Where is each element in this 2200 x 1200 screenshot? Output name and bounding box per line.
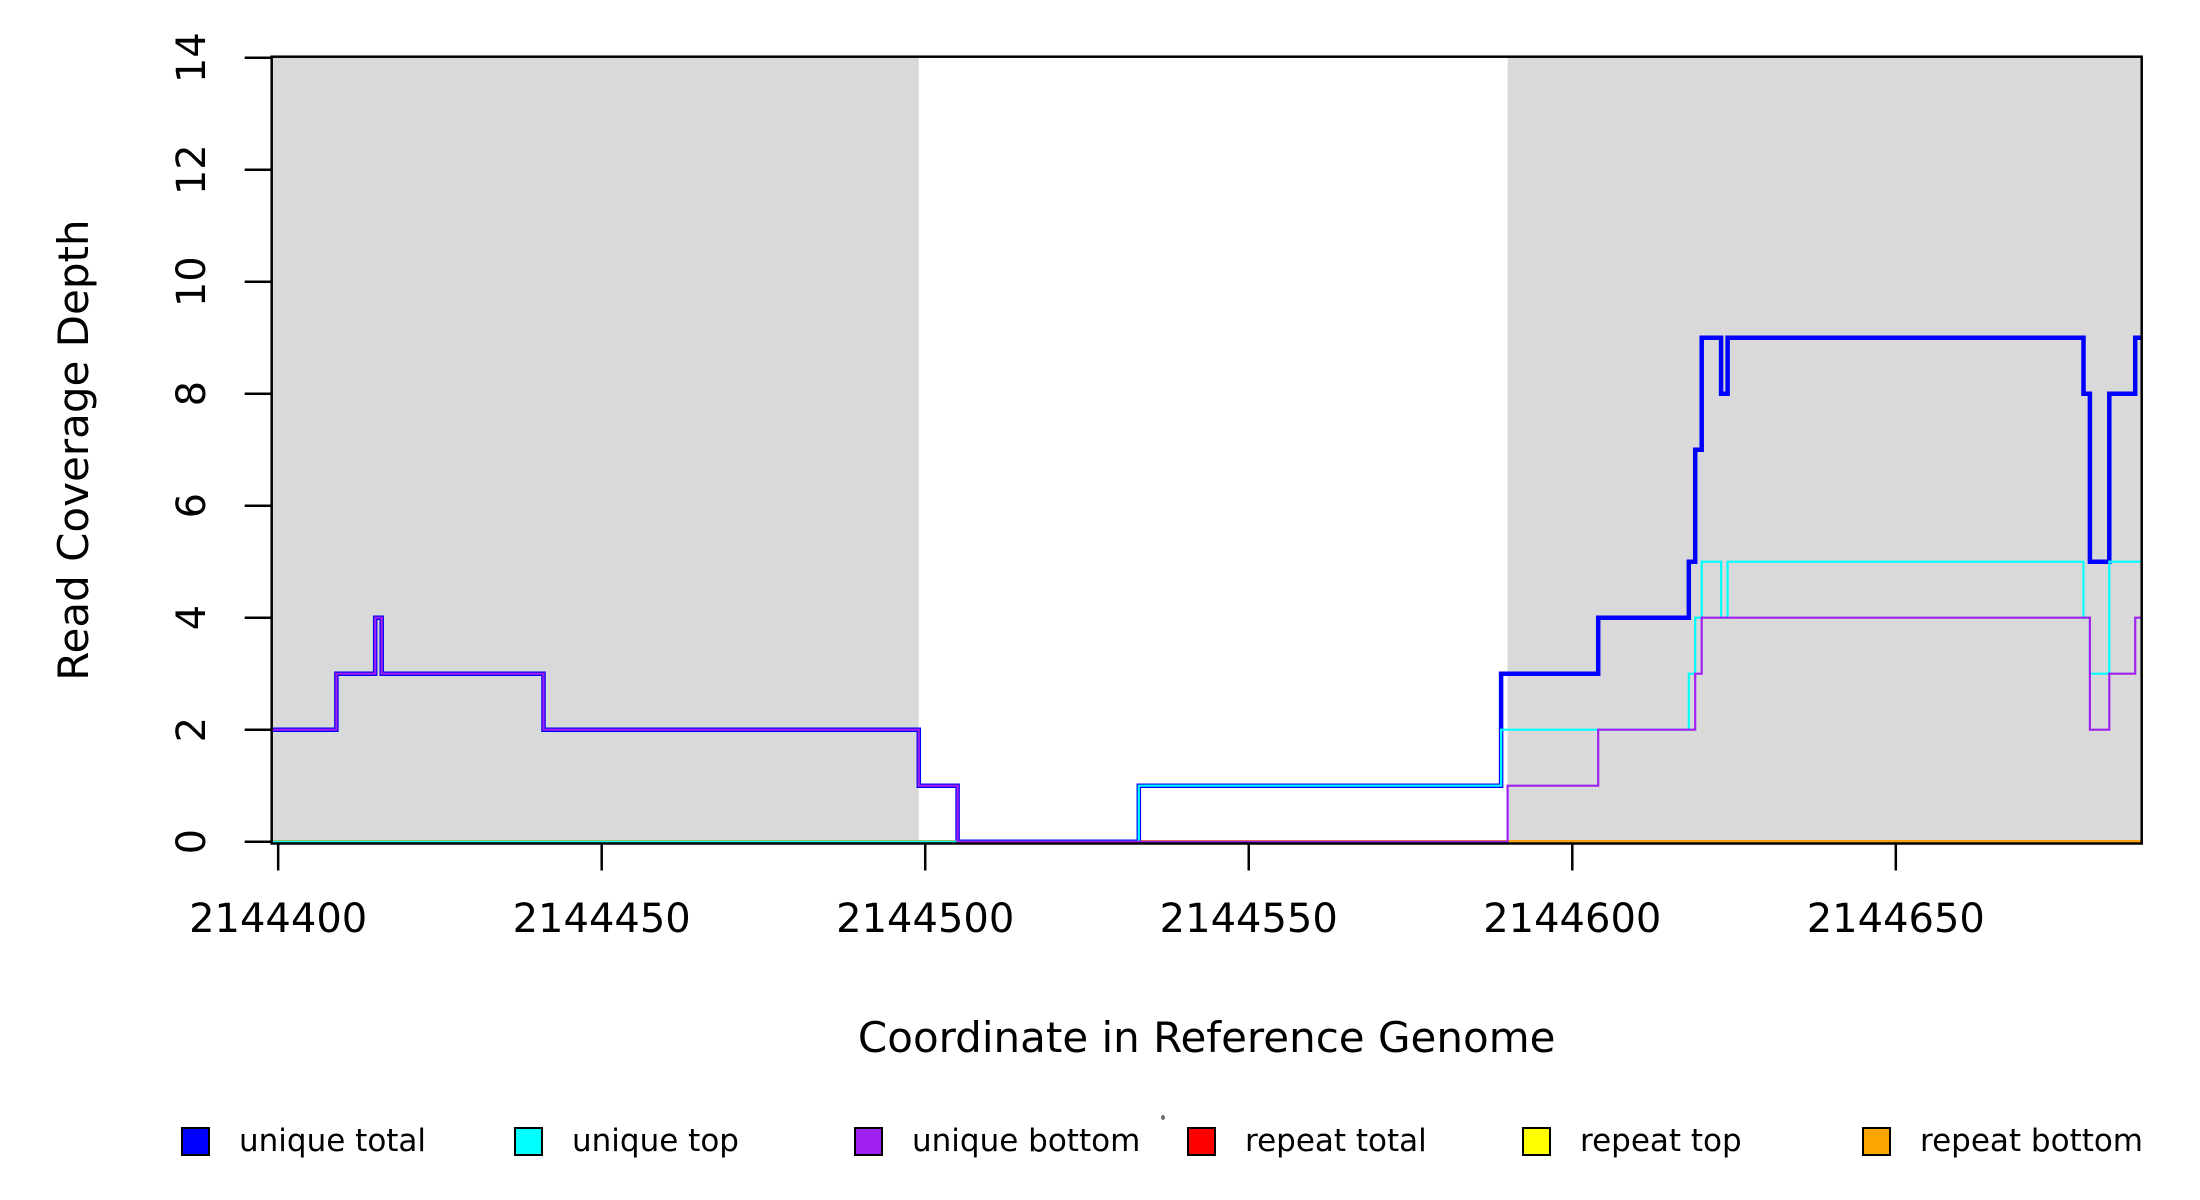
y-tick-label: 0	[169, 829, 215, 854]
stray-dot-artifact	[1161, 1115, 1165, 1120]
legend-item-repeat-total: repeat total	[1187, 1123, 1427, 1159]
unique-total-swatch	[181, 1126, 210, 1156]
x-tick-label: 2144400	[189, 896, 367, 942]
y-tick-label: 4	[169, 605, 215, 630]
legend-label: repeat bottom	[1920, 1123, 2144, 1159]
x-tick-label: 2144500	[836, 896, 1014, 942]
y-axis-title: Read Coverage Depth	[49, 219, 98, 680]
legend-label: unique bottom	[912, 1123, 1141, 1159]
legend-item-unique-top: unique top	[514, 1123, 739, 1159]
legend-item-repeat-bottom: repeat bottom	[1862, 1123, 2144, 1159]
repeat-bottom-swatch	[1862, 1126, 1891, 1156]
y-tick-label: 12	[169, 144, 215, 195]
unique-bottom-swatch	[854, 1126, 883, 1156]
legend: unique total unique top unique bottom re…	[0, 1123, 2200, 1164]
legend-label: repeat total	[1245, 1123, 1427, 1159]
shaded-region-left-repeat-flank	[271, 56, 919, 844]
plot-box	[270, 55, 2143, 845]
y-tick-label: 14	[169, 32, 215, 83]
legend-label: unique total	[239, 1123, 427, 1159]
y-tick-label: 6	[169, 493, 215, 518]
series-line-unique-bottom	[271, 616, 2142, 843]
x-axis-title: Coordinate in Reference Genome	[858, 1013, 1556, 1062]
repeat-top-swatch	[1522, 1126, 1551, 1156]
x-tick-label: 2144650	[1807, 896, 1985, 942]
legend-item-repeat-top: repeat top	[1522, 1123, 1742, 1159]
y-tick-label: 2	[169, 717, 215, 742]
shaded-region-right-repeat-flank	[1507, 56, 2142, 844]
x-tick-label: 2144450	[513, 896, 691, 942]
legend-item-unique-total: unique total	[181, 1123, 427, 1159]
legend-item-unique-bottom: unique bottom	[854, 1123, 1141, 1159]
y-tick-label: 10	[169, 256, 215, 307]
y-tick-label: 8	[169, 381, 215, 406]
repeat-total-swatch	[1187, 1126, 1216, 1156]
x-tick-label: 2144550	[1160, 896, 1338, 942]
x-tick-label: 2144600	[1483, 896, 1661, 942]
unique-top-swatch	[514, 1126, 543, 1156]
legend-label: repeat top	[1580, 1123, 1742, 1159]
legend-label: unique top	[572, 1123, 739, 1159]
